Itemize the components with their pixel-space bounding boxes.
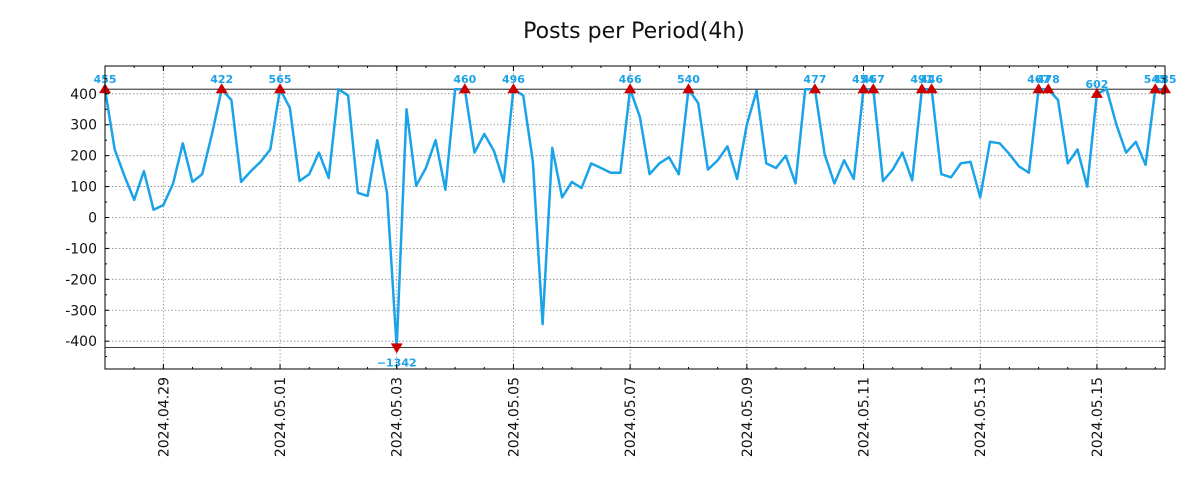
peak-marker	[925, 83, 938, 94]
y-tick-label: -100	[65, 241, 97, 257]
peak-label: 460	[453, 73, 476, 86]
peak-label: 446	[920, 73, 943, 86]
peak-marker	[458, 83, 471, 94]
chart-title: Posts per Period(4h)	[523, 19, 745, 44]
plot-frame	[104, 65, 1166, 370]
peak-label: 545	[1144, 73, 1167, 86]
y-tick-label: -400	[65, 334, 97, 350]
peak-marker	[624, 83, 637, 94]
x-tick-label: 2024.05.15	[1090, 377, 1106, 457]
peak-label: 491	[910, 73, 933, 86]
axes: -400 -300 -200 -100 0 100 200 300 400 2024.04.29 2…	[65, 66, 1165, 457]
y-tick-label: 400	[70, 87, 97, 103]
peak-label: 477	[803, 73, 826, 86]
peak-label: 422	[210, 73, 233, 86]
peak-label: 478	[1037, 73, 1060, 86]
trough-label: −1342	[377, 356, 417, 369]
peak-marker	[682, 83, 695, 94]
x-tick-label: 2024.05.07	[623, 377, 639, 457]
peak-label: 454	[852, 73, 875, 86]
x-tick-label: 2024.05.13	[973, 377, 989, 457]
peak-marker	[1032, 83, 1045, 94]
y-tick-label: 300	[70, 118, 97, 134]
y-tick-label: 200	[70, 149, 97, 165]
peak-label: 496	[502, 73, 525, 86]
x-tick-label: 2024.05.09	[740, 377, 756, 457]
y-tick-label: 0	[88, 211, 97, 227]
peak-marker	[857, 83, 870, 94]
peak-marker	[215, 83, 228, 94]
peak-label: 466	[619, 73, 642, 86]
x-tick-label: 2024.05.01	[273, 377, 289, 457]
peak-label: 540	[677, 73, 700, 86]
peak-marker	[1090, 87, 1103, 98]
peak-label: 565	[269, 73, 292, 86]
peak-marker	[1042, 83, 1055, 94]
peak-label: 467	[1027, 73, 1050, 86]
y-tick-label: 100	[70, 180, 97, 196]
x-tick-label: 2024.05.05	[506, 377, 522, 457]
peak-marker	[915, 83, 928, 94]
peak-label: 467	[862, 73, 885, 86]
grid	[105, 66, 1165, 369]
peak-label: 602	[1085, 78, 1108, 91]
reference-lines	[105, 88, 1165, 348]
series-line-group	[103, 87, 1165, 349]
x-tick-label: 2024.04.29	[156, 377, 172, 457]
peak-marker	[867, 83, 880, 94]
peak-marker	[1149, 83, 1162, 94]
trough-marker	[390, 343, 403, 354]
peak-marker	[808, 83, 821, 94]
peak-marker	[274, 83, 287, 94]
x-tick-label: 2024.05.11	[857, 377, 873, 457]
series-line	[103, 87, 1165, 349]
peak-marker	[507, 83, 520, 94]
y-tick-label: -300	[65, 303, 97, 319]
x-tick-label: 2024.05.03	[390, 377, 406, 457]
y-tick-label: -200	[65, 272, 97, 288]
